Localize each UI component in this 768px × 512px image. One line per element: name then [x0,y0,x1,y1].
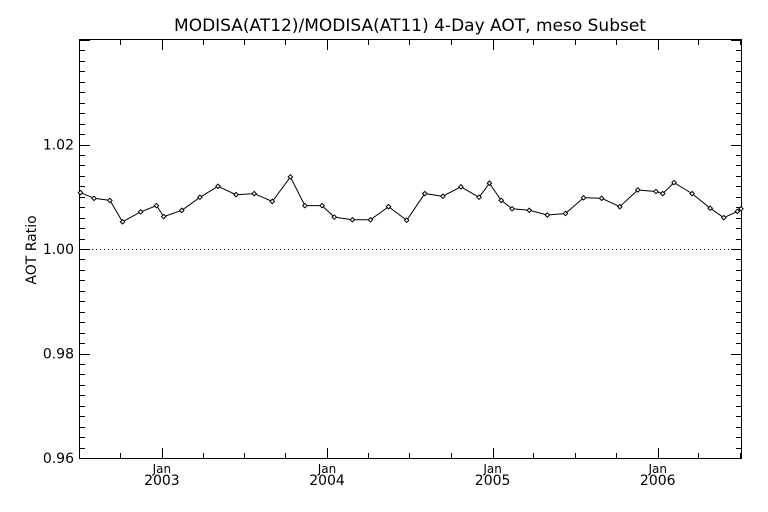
x-tick-label-month: Jan [317,462,337,476]
plot-frame [79,39,742,459]
x-tick-label-month: Jan [482,462,502,476]
x-tick-label-month: Jan [648,462,668,476]
data-point [509,205,515,212]
data-point [196,194,203,201]
chart-title: MODISA(AT12)/MODISA(AT11) 4-Day AOT, mes… [174,16,646,36]
data-point [498,197,505,204]
y-tick-label: 1.00 [43,242,74,258]
data-point [689,190,696,197]
x-tick-label-year: 2004 [309,473,345,489]
data-point [616,203,623,210]
series-line [80,175,742,223]
data-point [544,212,551,218]
data-point [251,190,258,197]
data-point [349,216,356,223]
data-point [160,213,167,220]
data-point [77,189,84,196]
x-tick-label-year: 2006 [640,473,676,489]
data-point [439,193,446,200]
data-point [367,216,374,223]
data-point [137,208,144,215]
data-point [671,179,677,186]
x-tick-label-year: 2003 [144,473,180,489]
data-point [458,183,464,190]
data-point [526,207,533,214]
data-point [580,194,587,201]
data-point [331,214,338,221]
x-tick-label-month: Jan [152,462,172,476]
data-point [720,214,727,221]
data-point [215,183,221,190]
data-point [233,191,239,198]
y-tick-label: 0.98 [43,347,74,363]
data-point [707,205,714,212]
y-tick-label: 0.96 [43,451,74,467]
data-point [91,195,97,202]
data-point [659,190,666,197]
data-point [319,202,325,209]
data-point [476,194,482,201]
data-point [562,210,569,217]
data-point [119,218,126,225]
y-axis-ticks: 0.96 0.98 1.00 1.02 [43,40,741,467]
data-points [77,173,744,225]
data-point [178,207,185,214]
data-point [738,205,744,212]
y-axis-label: AOT Ratio [24,215,40,284]
data-point [486,180,493,187]
data-point [287,173,294,180]
data-point [734,208,741,215]
x-tick-label-year: 2005 [475,473,511,489]
data-point [421,190,428,197]
data-point [653,188,659,195]
data-point [106,197,113,204]
data-point [634,187,641,193]
y-tick-label: 1.02 [43,138,74,154]
data-point [301,202,308,209]
data-point [269,198,276,205]
data-point [153,202,160,209]
data-point [598,195,605,202]
data-point [385,203,392,210]
data-point [403,217,410,224]
